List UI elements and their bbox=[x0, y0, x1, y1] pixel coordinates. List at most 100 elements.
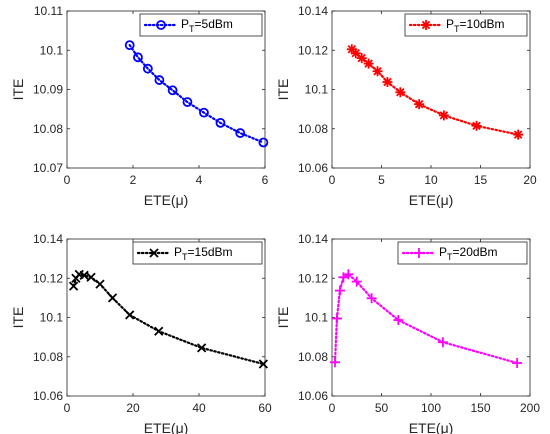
chart-panel-3: 0 20 40 60 10.06 10.08 10.1 10.12 10.14 ETE(μ) ITE… bbox=[10, 232, 272, 434]
marker-shape bbox=[258, 137, 269, 148]
marker-shape bbox=[68, 281, 79, 291]
legend-marker bbox=[421, 20, 431, 30]
x-tick-label: 60 bbox=[258, 401, 272, 415]
data-point bbox=[513, 129, 524, 140]
y-tick-label: 10.14 bbox=[33, 232, 63, 246]
data-point bbox=[133, 52, 143, 63]
legend-box bbox=[404, 13, 528, 37]
data-point bbox=[471, 120, 482, 131]
marker-shape bbox=[86, 272, 96, 282]
data-point bbox=[438, 110, 449, 121]
marker-shape bbox=[156, 20, 166, 30]
x-axis-label: ETE(μ) bbox=[409, 192, 454, 208]
data-point bbox=[215, 117, 226, 128]
chart-panel-1: 0 2 4 6 10.07 10.08 10.09 10.1 10.11 ETE(μ) ITE PT=… bbox=[10, 4, 269, 208]
data-point bbox=[182, 97, 193, 107]
y-tick-label: 10.08 bbox=[298, 122, 328, 136]
x-tick-label: 15 bbox=[474, 173, 488, 187]
marker-shape bbox=[258, 359, 268, 369]
data-point bbox=[331, 313, 342, 324]
x-tick-label: 20 bbox=[523, 173, 537, 187]
y-axis-label: ITE bbox=[10, 79, 26, 101]
marker-shape bbox=[414, 99, 424, 109]
data-point bbox=[414, 99, 425, 110]
y-tick-label: 10.06 bbox=[298, 161, 328, 175]
legend: PT=5dBm bbox=[139, 13, 263, 37]
legend: PT=20dBm bbox=[397, 241, 528, 265]
y-tick-label: 10.12 bbox=[298, 43, 328, 57]
data-point bbox=[124, 40, 135, 51]
legend-box bbox=[397, 241, 528, 265]
chart-panel-4: 0 50 100 150 200 10.06 10.08 10.1 10.12 10.14 ETE(… bbox=[275, 232, 540, 434]
data-point bbox=[437, 337, 448, 348]
legend: PT=10dBm bbox=[404, 13, 528, 37]
y-tick-label: 10.07 bbox=[33, 161, 63, 175]
y-tick-label: 10.14 bbox=[298, 232, 328, 246]
marker-shape bbox=[215, 117, 226, 128]
y-tick-label: 10.1 bbox=[40, 311, 64, 325]
marker-shape bbox=[197, 343, 207, 353]
data-point bbox=[125, 310, 135, 320]
marker-shape bbox=[142, 63, 153, 74]
data-point bbox=[68, 281, 79, 291]
y-tick-label: 10.11 bbox=[34, 4, 63, 18]
legend-label: PT=5dBm bbox=[181, 17, 233, 34]
marker-shape bbox=[167, 85, 178, 96]
data-point bbox=[167, 85, 178, 96]
x-axis-label: ETE(μ) bbox=[409, 420, 454, 434]
data-point bbox=[235, 128, 246, 138]
data-point bbox=[258, 137, 269, 148]
data-point bbox=[86, 272, 96, 282]
x-tick-label: 6 bbox=[262, 173, 269, 187]
x-tick-label: 200 bbox=[520, 401, 540, 415]
x-tick-label: 4 bbox=[196, 173, 203, 187]
chart-panel-2: 0 5 10 15 20 10.06 10.08 10.1 10.12 10.14 ETE(μ) IT… bbox=[275, 4, 537, 208]
legend-box bbox=[132, 241, 263, 265]
marker-shape bbox=[95, 279, 105, 289]
marker-shape bbox=[439, 111, 449, 120]
series-line bbox=[128, 43, 265, 144]
y-axis-label: ITE bbox=[275, 307, 291, 329]
data-point bbox=[512, 358, 523, 369]
legend-label: PT=15dBm bbox=[174, 245, 233, 262]
y-tick-label: 10.06 bbox=[33, 389, 63, 403]
marker-shape bbox=[124, 40, 135, 51]
data-point bbox=[79, 270, 89, 280]
marker-shape bbox=[421, 20, 431, 30]
data-point bbox=[107, 293, 118, 303]
marker-shape bbox=[125, 310, 135, 320]
legend-label: PT=10dBm bbox=[446, 17, 505, 34]
y-tick-label: 10.08 bbox=[33, 122, 63, 136]
legend-marker bbox=[149, 248, 159, 258]
y-tick-label: 10.06 bbox=[298, 389, 328, 403]
data-point bbox=[372, 66, 383, 77]
x-axis-label: ETE(μ) bbox=[144, 192, 189, 208]
series-line bbox=[333, 272, 519, 365]
marker-shape bbox=[364, 59, 373, 68]
marker-shape bbox=[149, 248, 159, 258]
marker-shape bbox=[74, 269, 84, 279]
data-point bbox=[329, 357, 340, 368]
data-point bbox=[366, 293, 377, 304]
y-tick-label: 10.1 bbox=[305, 83, 329, 97]
marker-shape bbox=[182, 97, 193, 107]
marker-shape bbox=[357, 53, 366, 63]
data-point bbox=[363, 58, 374, 69]
x-tick-label: 2 bbox=[130, 173, 137, 187]
data-point bbox=[343, 269, 354, 280]
data-point bbox=[382, 77, 393, 88]
data-point bbox=[199, 107, 209, 118]
marker-shape bbox=[472, 121, 481, 131]
marker-shape bbox=[383, 77, 392, 87]
plot-area bbox=[331, 238, 531, 397]
plot-area bbox=[66, 10, 266, 169]
legend-marker bbox=[414, 248, 424, 258]
data-point bbox=[258, 359, 268, 369]
marker-shape bbox=[235, 128, 246, 138]
x-axis-label: ETE(μ) bbox=[144, 420, 189, 434]
x-tick-label: 0 bbox=[329, 173, 336, 187]
marker-shape bbox=[347, 45, 357, 54]
x-tick-label: 50 bbox=[375, 401, 389, 415]
y-tick-label: 10.12 bbox=[298, 271, 328, 285]
x-tick-label: 20 bbox=[126, 401, 140, 415]
